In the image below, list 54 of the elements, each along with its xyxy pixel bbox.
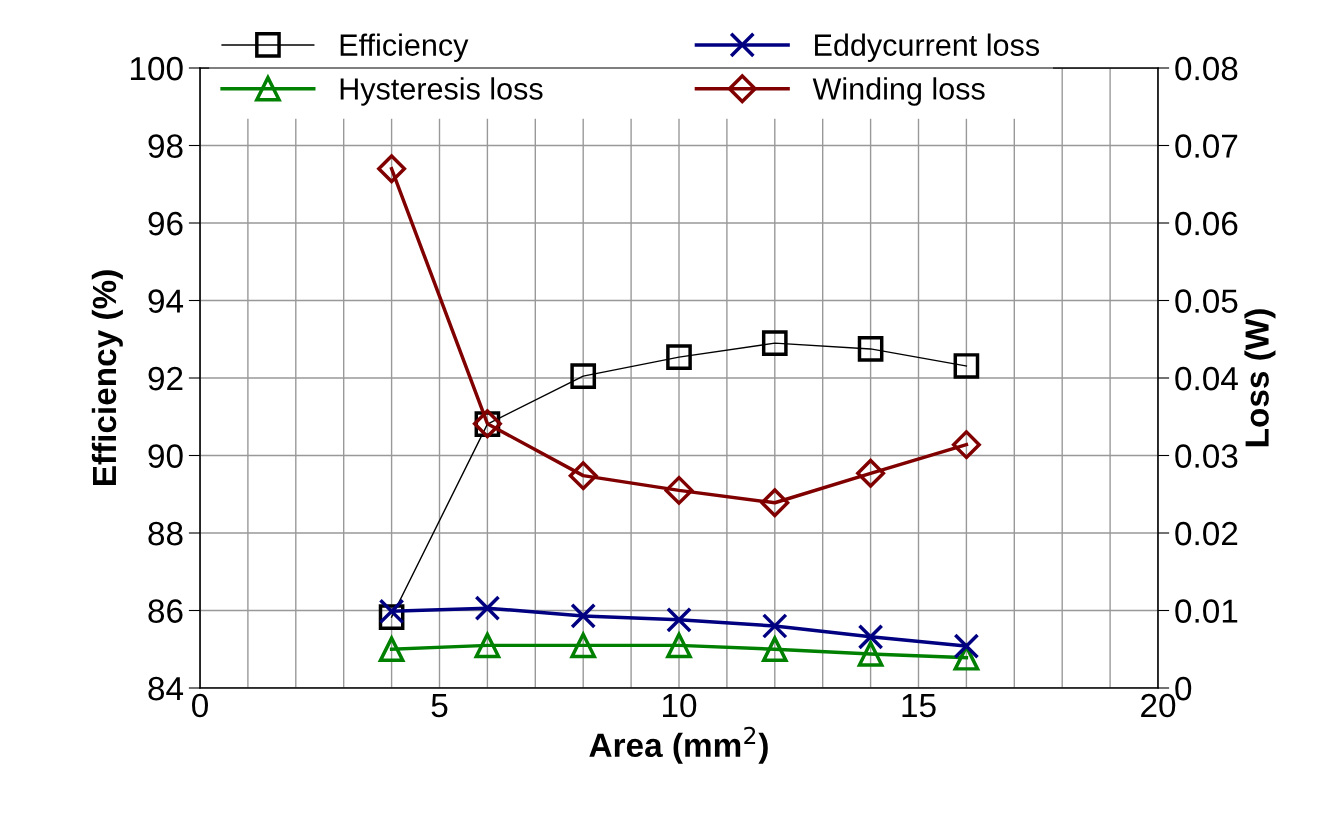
y2-tick-label: 0 bbox=[1175, 676, 1192, 701]
y2-axis-title: Loss (W) bbox=[1244, 309, 1276, 447]
point bbox=[953, 633, 980, 659]
x-axis-title: Area (mm$^{2}$) bbox=[589, 726, 768, 764]
legend-label: Eddycurrent loss bbox=[815, 33, 1040, 62]
y-tick-label: 98 bbox=[148, 134, 183, 158]
y-tick-label: 84 bbox=[148, 676, 184, 701]
point bbox=[378, 598, 405, 625]
x-tick-label: 15 bbox=[902, 694, 936, 718]
point bbox=[664, 475, 694, 505]
legend-label: Winding loss bbox=[812, 77, 985, 106]
legend-label: Hysteresis loss bbox=[340, 77, 543, 106]
y-axis-title: Efficiency (%) bbox=[91, 270, 123, 486]
point bbox=[857, 336, 884, 362]
y-tick-label: 96 bbox=[148, 211, 183, 236]
point bbox=[953, 353, 980, 379]
point bbox=[666, 606, 692, 633]
y2-tick-label: 0.06 bbox=[1175, 211, 1238, 236]
y-tick-label: 86 bbox=[148, 599, 183, 623]
y2-tick-label: 0.05 bbox=[1175, 289, 1238, 313]
point bbox=[760, 488, 790, 518]
point bbox=[857, 624, 884, 650]
point bbox=[473, 630, 502, 659]
y2-tick-label: 0.07 bbox=[1175, 134, 1238, 158]
x-tick-label: 5 bbox=[431, 694, 448, 718]
point bbox=[856, 458, 886, 488]
point bbox=[568, 461, 598, 491]
y-tick-label: 90 bbox=[148, 444, 183, 468]
x-tick-label: 20 bbox=[1141, 693, 1176, 718]
point bbox=[570, 363, 597, 389]
point bbox=[665, 630, 693, 659]
point bbox=[761, 613, 788, 639]
point bbox=[474, 595, 501, 622]
point bbox=[570, 603, 597, 629]
point bbox=[378, 636, 405, 663]
y-tick-label: 88 bbox=[148, 521, 183, 546]
point bbox=[377, 154, 407, 184]
point bbox=[857, 641, 884, 667]
y2-tick-label: 0.02 bbox=[1175, 521, 1238, 546]
point bbox=[666, 344, 692, 370]
y-tick-label: 94 bbox=[148, 289, 184, 313]
point bbox=[569, 630, 597, 659]
x-tick-label: 0 bbox=[192, 693, 208, 718]
point bbox=[761, 636, 788, 663]
y2-tick-label: 0.03 bbox=[1175, 444, 1238, 468]
y2-tick-label: 0.08 bbox=[1175, 56, 1238, 81]
y2-tick-label: 0.01 bbox=[1175, 599, 1238, 623]
point bbox=[761, 330, 788, 356]
y-tick-label: 92 bbox=[148, 366, 183, 391]
legend-label: Efficiency bbox=[340, 33, 469, 62]
y-tick-label: 100 bbox=[130, 56, 183, 81]
y2-tick-label: 0.04 bbox=[1175, 366, 1238, 391]
point bbox=[951, 430, 981, 460]
x-tick-label: 10 bbox=[663, 693, 697, 718]
